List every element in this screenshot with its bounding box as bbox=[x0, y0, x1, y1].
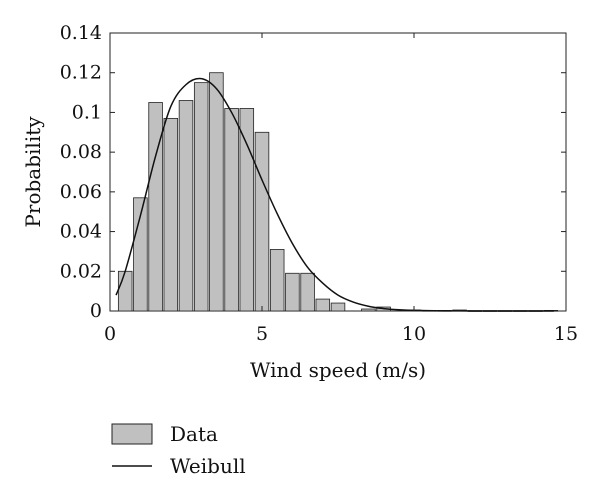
histogram-bar bbox=[148, 102, 163, 312]
histogram-bar bbox=[193, 82, 209, 312]
y-axis-label: Probability bbox=[21, 116, 45, 228]
histogram-bar bbox=[239, 108, 255, 312]
legend-label-data: Data bbox=[170, 422, 218, 446]
legend-label-weibull: Weibull bbox=[170, 454, 246, 478]
histogram-bar bbox=[300, 272, 315, 312]
y-tick-label: 0.06 bbox=[60, 181, 102, 203]
y-tick-label: 0.12 bbox=[60, 62, 102, 84]
x-axis-label: Wind speed (m/s) bbox=[250, 358, 426, 382]
histogram-bar bbox=[254, 131, 270, 312]
y-tick-label: 0.02 bbox=[60, 260, 102, 282]
plot-area bbox=[109, 32, 567, 312]
y-tick-label: 0.04 bbox=[60, 221, 102, 243]
histogram-bar bbox=[330, 302, 346, 312]
legend-swatch-data bbox=[111, 423, 153, 445]
y-tick-label: 0.1 bbox=[72, 101, 102, 123]
histogram-bar bbox=[209, 72, 224, 312]
axis-ticks bbox=[109, 32, 567, 312]
legend: Data Weibull bbox=[111, 422, 246, 478]
histogram-bar bbox=[285, 272, 300, 312]
y-tick-label: 0.08 bbox=[60, 141, 102, 163]
y-tick-label: 0 bbox=[90, 300, 102, 322]
x-tick-labels: 0 5 10 15 bbox=[104, 323, 578, 345]
histogram-bar bbox=[117, 270, 133, 312]
histogram-bars bbox=[117, 72, 559, 312]
x-tick-label: 0 bbox=[104, 323, 116, 345]
plot-frame bbox=[109, 32, 567, 312]
y-tick-label: 0.14 bbox=[60, 22, 102, 44]
histogram-bar bbox=[224, 108, 239, 312]
histogram-bar bbox=[178, 100, 194, 312]
y-tick-labels: 0 0.02 0.04 0.06 0.08 0.1 0.12 0.14 bbox=[60, 22, 102, 322]
x-tick-label: 15 bbox=[554, 323, 578, 345]
histogram-bar bbox=[163, 117, 179, 312]
histogram-bar bbox=[269, 249, 285, 312]
histogram-bar bbox=[315, 298, 331, 312]
x-tick-label: 10 bbox=[402, 323, 426, 345]
x-tick-label: 5 bbox=[256, 323, 268, 345]
histogram-bar bbox=[361, 308, 376, 312]
weibull-curve bbox=[115, 77, 554, 312]
